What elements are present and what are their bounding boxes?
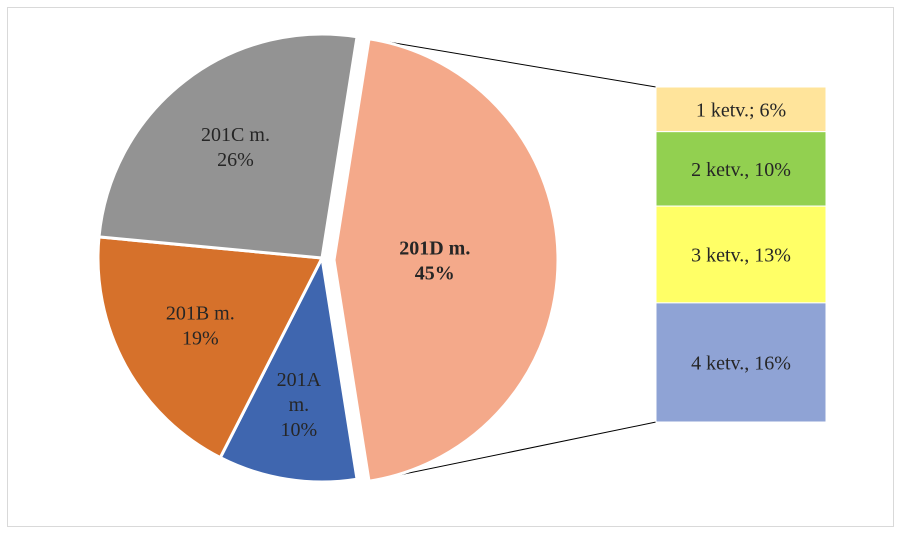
breakdown-label-1-ketv-6: 1 ketv.; 6% [696, 99, 786, 121]
slice-label-201d-m: 201D m. 45% [399, 238, 470, 285]
breakdown-bar-2-ketv-10 [655, 131, 827, 207]
connector-line-bottom [368, 421, 657, 482]
pie-slice-201b-m [96, 235, 325, 460]
pie-slice-201d-m [332, 37, 560, 483]
slice-label-201a-m: 201A m. 10% [277, 369, 322, 441]
pie-slice-201a-m [218, 253, 359, 484]
breakdown-label-4-ketv-16: 4 ketv., 16% [691, 352, 791, 374]
breakdown-bar-4-ketv-16 [655, 302, 827, 423]
pie-slice-201c-m [97, 32, 359, 260]
slice-label-201b-m: 201B m. 19% [166, 302, 235, 349]
breakdown-label-3-ketv-13: 3 ketv., 13% [691, 245, 791, 267]
slice-label-201c-m: 201C m. 26% [201, 124, 270, 171]
connector-line-top [368, 38, 657, 88]
breakdown-label-2-ketv-10: 2 ketv., 10% [691, 159, 791, 181]
